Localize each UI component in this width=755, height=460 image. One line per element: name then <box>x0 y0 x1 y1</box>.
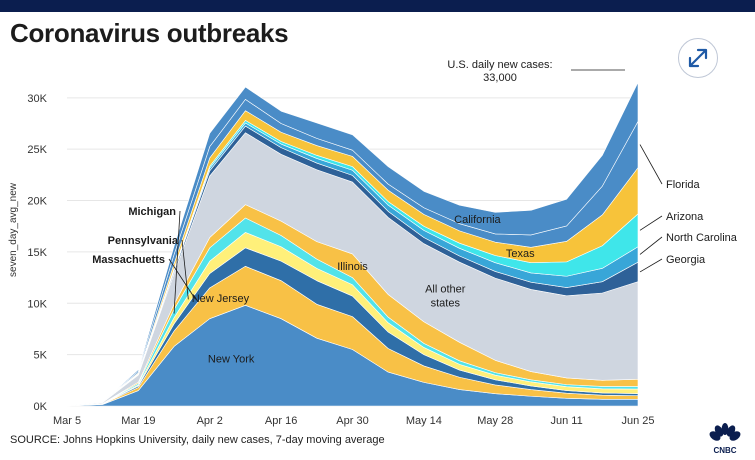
top-bar <box>0 0 755 12</box>
expand-button[interactable] <box>678 38 718 78</box>
x-tick-label: Apr 2 <box>197 415 223 427</box>
series-area-california <box>66 82 639 407</box>
x-tick-label: Jun 11 <box>551 415 583 427</box>
series-label-texas: Texas <box>506 248 535 260</box>
logo-text: CNBC <box>713 446 736 455</box>
series-label-north-carolina: North Carolina <box>666 232 738 244</box>
leader-line <box>639 236 663 255</box>
annotation-line2: 33,000 <box>483 72 517 84</box>
series-label-florida: Florida <box>666 179 701 191</box>
x-tick-label: Jun 25 <box>621 415 654 427</box>
series-label-new-jersey: New Jersey <box>192 293 250 305</box>
series-label-all-other-states-line1: All other <box>425 283 466 295</box>
series-label-massachusetts: Massachuetts <box>92 254 165 266</box>
series-label-all-other-states-line2: states <box>431 297 461 309</box>
x-tick-label: Mar 5 <box>53 415 81 427</box>
y-tick-label: 30K <box>27 93 47 105</box>
y-axis-label: seven_day_avg_new <box>8 182 19 277</box>
y-tick-label: 15K <box>27 247 47 259</box>
annotation: U.S. daily new cases:33,000 <box>447 59 625 84</box>
y-tick-label: 5K <box>34 350 48 362</box>
series-labels: New York New Jersey Illinois California Texa… <box>92 144 738 365</box>
x-tick-label: May 14 <box>406 415 442 427</box>
y-tick-label: 25K <box>27 144 47 156</box>
y-tick-label: 20K <box>27 196 47 208</box>
peacock-logo: CNBC <box>709 423 741 455</box>
leader-line <box>173 210 181 314</box>
annotation-line1: U.S. daily new cases: <box>447 59 552 71</box>
series-label-arizona: Arizona <box>666 211 704 223</box>
leader-line <box>639 215 663 231</box>
axes: 0K 5K 10K 15K 20K 25K 30K Mar 5 Mar 19 Apr 2 Apr 1… <box>8 93 655 427</box>
y-tick-label: 0K <box>34 401 48 413</box>
series-label-georgia: Georgia <box>666 254 706 266</box>
y-tick-label: 10K <box>27 298 47 310</box>
leader-line <box>168 258 196 300</box>
series-label-michigan: Michigan <box>128 206 176 218</box>
series-label-pennsylvania: Pennsylvania <box>108 235 179 247</box>
expand-arrows-icon <box>688 48 708 68</box>
source-note: SOURCE: Johns Hopkins University, daily … <box>10 434 385 446</box>
leader-line <box>181 239 189 300</box>
page-title: Coronavirus outbreaks <box>10 18 289 48</box>
x-tick-label: Mar 19 <box>121 415 155 427</box>
leader-line <box>639 144 663 185</box>
area-series <box>66 82 639 407</box>
x-tick-label: Apr 16 <box>265 415 297 427</box>
series-label-illinois: Illinois <box>337 261 368 273</box>
leader-line <box>639 258 663 273</box>
series-label-new-york: New York <box>208 353 255 365</box>
x-tick-label: May 28 <box>477 415 513 427</box>
series-label-california: California <box>454 214 501 226</box>
cnbc-logo: CNBC <box>704 423 750 455</box>
x-tick-label: Apr 30 <box>336 415 368 427</box>
